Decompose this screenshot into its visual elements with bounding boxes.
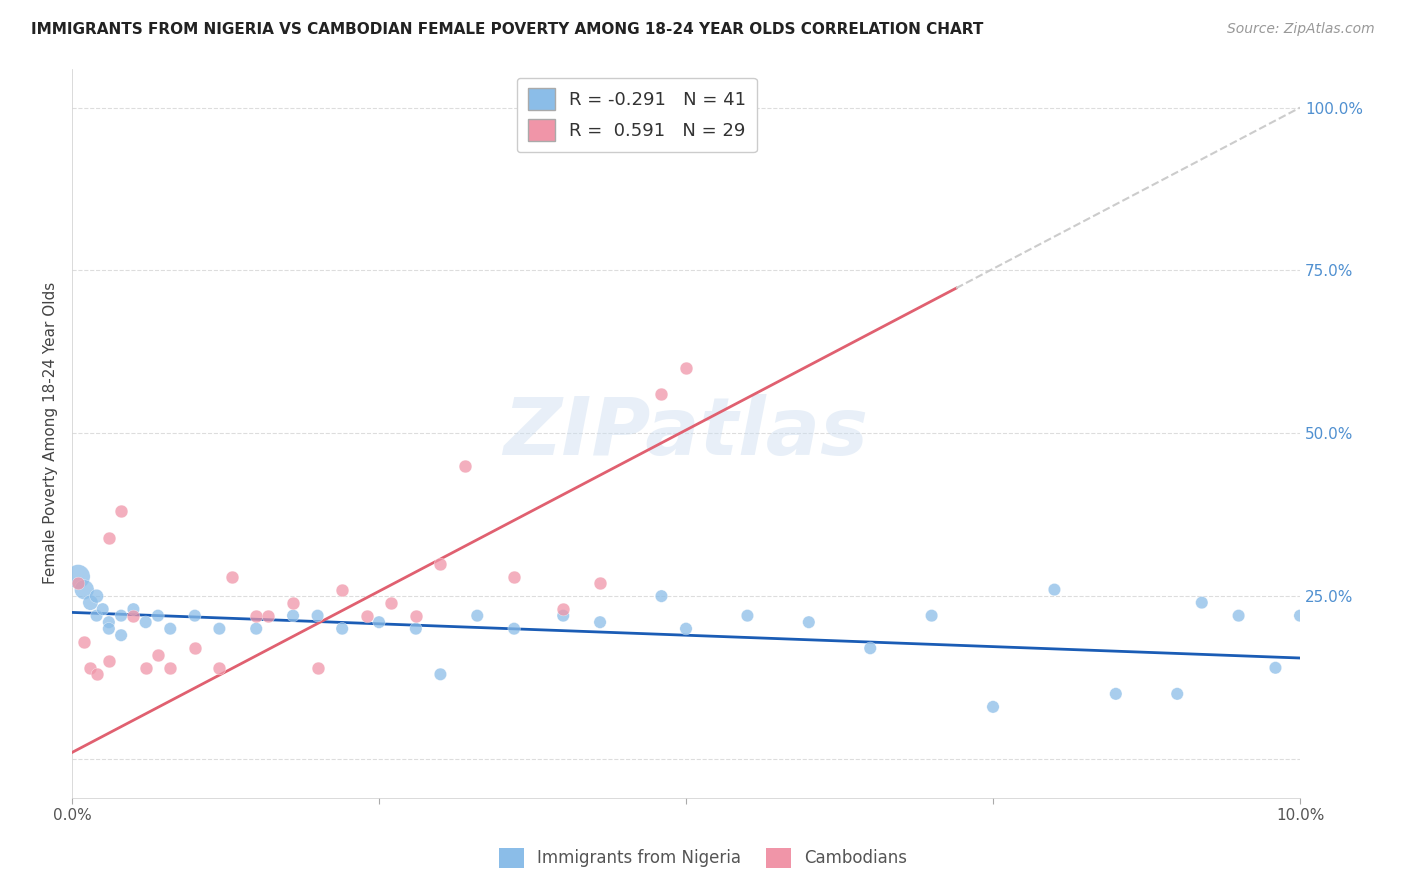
Point [368, 615, 391, 630]
Point [79, 661, 101, 675]
Point [122, 608, 145, 623]
Point [257, 608, 280, 623]
Point [97, 531, 120, 545]
Point [429, 557, 451, 571]
Point [307, 608, 329, 623]
Point [405, 622, 427, 636]
Text: ZIPatlas: ZIPatlas [503, 394, 869, 472]
Point [1264, 661, 1286, 675]
Point [553, 608, 575, 623]
Point [67, 576, 90, 591]
Point [73, 582, 96, 597]
Point [122, 602, 145, 616]
Point [553, 602, 575, 616]
Point [675, 622, 697, 636]
Point [797, 615, 820, 630]
Point [110, 608, 132, 623]
Point [146, 648, 169, 662]
Point [503, 622, 526, 636]
Point [281, 596, 304, 610]
Point [405, 608, 427, 623]
Point [67, 569, 90, 583]
Point [650, 387, 672, 401]
Point [208, 661, 231, 675]
Point [159, 661, 181, 675]
Point [79, 596, 101, 610]
Point [330, 582, 353, 597]
Point [110, 504, 132, 518]
Point [465, 608, 488, 623]
Point [675, 361, 697, 376]
Legend: R = -0.291   N = 41, R =  0.591   N = 29: R = -0.291 N = 41, R = 0.591 N = 29 [517, 78, 756, 153]
Point [981, 699, 1004, 714]
Point [73, 634, 96, 648]
Point [1227, 608, 1250, 623]
Point [184, 608, 207, 623]
Point [86, 589, 108, 603]
Point [380, 596, 402, 610]
Point [1105, 687, 1128, 701]
Point [91, 602, 114, 616]
Point [97, 615, 120, 630]
Point [97, 622, 120, 636]
Y-axis label: Female Poverty Among 18-24 Year Olds: Female Poverty Among 18-24 Year Olds [44, 282, 58, 584]
Point [135, 661, 157, 675]
Point [86, 667, 108, 681]
Point [146, 608, 169, 623]
Point [1166, 687, 1188, 701]
Text: IMMIGRANTS FROM NIGERIA VS CAMBODIAN FEMALE POVERTY AMONG 18-24 YEAR OLDS CORREL: IMMIGRANTS FROM NIGERIA VS CAMBODIAN FEM… [31, 22, 983, 37]
Point [135, 615, 157, 630]
Point [859, 641, 882, 656]
Point [356, 608, 378, 623]
Point [1289, 608, 1312, 623]
Point [1191, 596, 1213, 610]
Point [503, 569, 526, 583]
Point [589, 576, 612, 591]
Point [650, 589, 672, 603]
Point [737, 608, 759, 623]
Point [245, 608, 267, 623]
Point [429, 667, 451, 681]
Legend: Immigrants from Nigeria, Cambodians: Immigrants from Nigeria, Cambodians [492, 841, 914, 875]
Point [281, 608, 304, 623]
Point [589, 615, 612, 630]
Point [330, 622, 353, 636]
Point [208, 622, 231, 636]
Point [245, 622, 267, 636]
Point [921, 608, 943, 623]
Point [307, 661, 329, 675]
Point [110, 628, 132, 642]
Point [221, 569, 243, 583]
Point [159, 622, 181, 636]
Point [515, 107, 537, 121]
Point [454, 458, 477, 473]
Point [86, 608, 108, 623]
Point [1043, 582, 1066, 597]
Text: Source: ZipAtlas.com: Source: ZipAtlas.com [1227, 22, 1375, 37]
Point [97, 654, 120, 668]
Point [184, 641, 207, 656]
